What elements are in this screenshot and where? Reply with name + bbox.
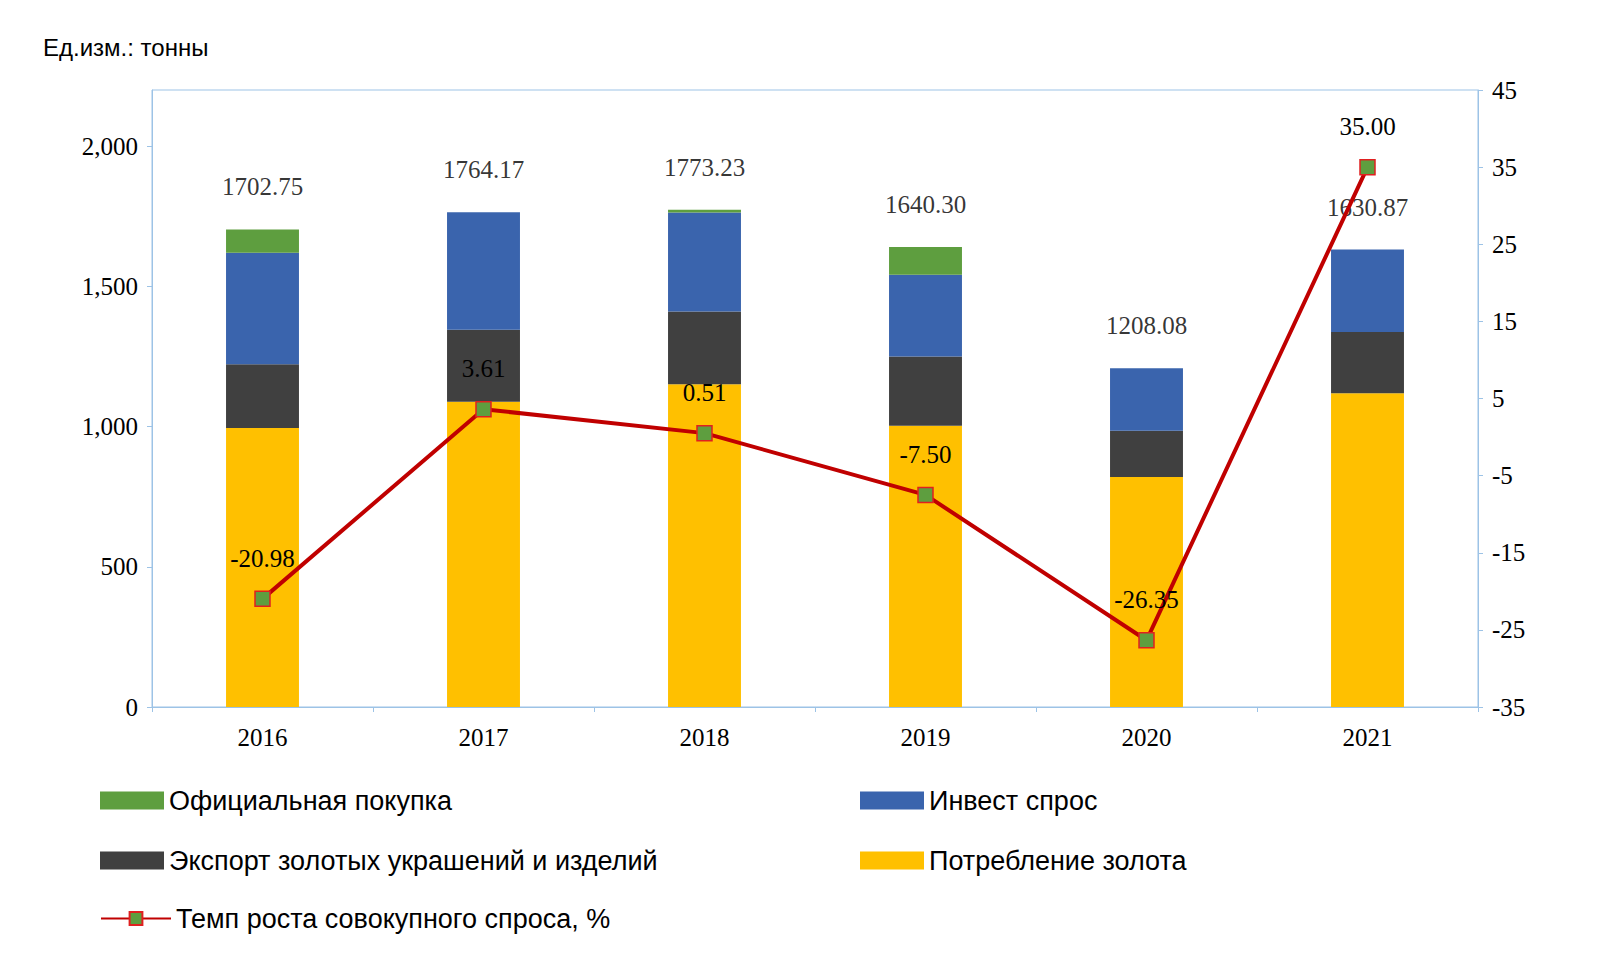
svg-text:2017: 2017 <box>459 724 509 751</box>
svg-text:Темп роста совокупного спроса,: Темп роста совокупного спроса, % <box>176 904 610 934</box>
svg-text:Потребление золота: Потребление золота <box>929 846 1187 876</box>
svg-text:0.51: 0.51 <box>683 379 727 406</box>
svg-text:500: 500 <box>101 553 139 580</box>
svg-text:1,500: 1,500 <box>82 273 138 300</box>
svg-text:35: 35 <box>1492 154 1517 181</box>
svg-text:2016: 2016 <box>238 724 288 751</box>
svg-text:0: 0 <box>126 694 139 721</box>
svg-text:-35: -35 <box>1492 694 1525 721</box>
svg-text:25: 25 <box>1492 231 1517 258</box>
svg-text:Официальная покупка: Официальная покупка <box>169 786 453 816</box>
svg-text:1702.75: 1702.75 <box>222 173 303 200</box>
svg-text:2020: 2020 <box>1122 724 1172 751</box>
svg-text:-26.35: -26.35 <box>1114 586 1179 613</box>
svg-text:45: 45 <box>1492 77 1517 104</box>
svg-text:15: 15 <box>1492 308 1517 335</box>
svg-text:5: 5 <box>1492 385 1505 412</box>
svg-text:1208.08: 1208.08 <box>1106 312 1187 339</box>
svg-text:1630.87: 1630.87 <box>1327 194 1408 221</box>
svg-text:Инвест спрос: Инвест спрос <box>929 786 1097 816</box>
svg-text:1640.30: 1640.30 <box>885 191 966 218</box>
svg-text:35.00: 35.00 <box>1339 113 1395 140</box>
svg-text:Ед.изм.: тонны: Ед.изм.: тонны <box>43 34 208 61</box>
svg-text:-7.50: -7.50 <box>899 441 951 468</box>
svg-text:Экспорт золотых украшений и из: Экспорт золотых украшений и изделий <box>169 846 658 876</box>
svg-text:-25: -25 <box>1492 616 1525 643</box>
svg-text:-15: -15 <box>1492 539 1525 566</box>
svg-text:1773.23: 1773.23 <box>664 154 745 181</box>
svg-text:3.61: 3.61 <box>462 355 506 382</box>
svg-text:2,000: 2,000 <box>82 133 138 160</box>
svg-text:1764.17: 1764.17 <box>443 156 524 183</box>
svg-text:-5: -5 <box>1492 462 1513 489</box>
svg-text:2019: 2019 <box>901 724 951 751</box>
svg-text:2018: 2018 <box>680 724 730 751</box>
svg-text:-20.98: -20.98 <box>230 545 295 572</box>
svg-text:1,000: 1,000 <box>82 413 138 440</box>
svg-text:2021: 2021 <box>1343 724 1393 751</box>
